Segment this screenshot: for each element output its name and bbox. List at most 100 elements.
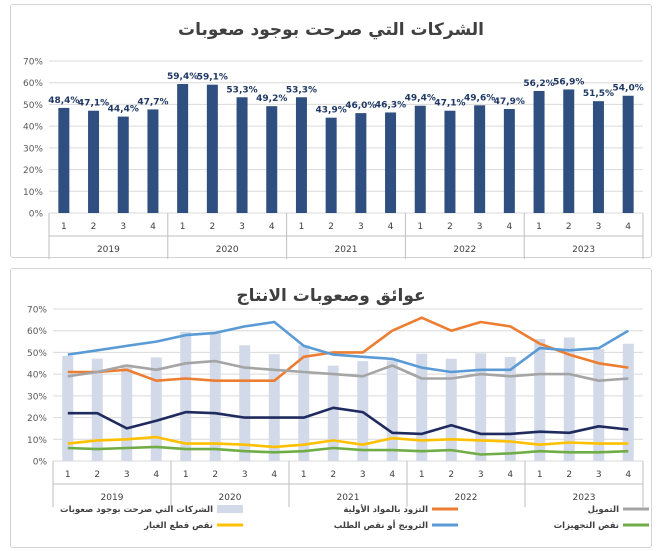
year-label: 2020: [219, 493, 242, 503]
data-label: 47,1%: [434, 99, 465, 109]
year-label: 2021: [335, 245, 358, 255]
line-chart: عوائق وصعوبات الانتاج 0% 10% 20% 30% 40% 50% 60…: [27, 286, 649, 531]
bar: [533, 90, 545, 213]
bar: [177, 84, 189, 213]
background-bar: [534, 338, 546, 461]
data-label: 53,3%: [226, 85, 257, 95]
series-line-5: [67, 406, 629, 436]
data-label: 46,0%: [345, 101, 376, 111]
background-bar: [91, 358, 103, 461]
y-tick-label: 40%: [23, 123, 43, 133]
bar: [88, 110, 100, 213]
legend-label: الترويج أو نقص الطلب: [334, 519, 428, 531]
quarter-label: 4: [388, 222, 394, 232]
bar: [295, 97, 307, 213]
data-label: 54,0%: [613, 84, 644, 94]
bar: [414, 105, 426, 213]
quarter-label: 3: [242, 470, 248, 480]
series-line-3: [67, 320, 629, 374]
series-line-0: [67, 316, 629, 382]
quarter-label: 1: [419, 470, 425, 480]
quarter-label: 4: [150, 222, 156, 232]
quarter-label: 3: [360, 470, 366, 480]
year-label: 2021: [337, 493, 360, 503]
background-bar: [445, 358, 457, 461]
bar: [325, 117, 337, 213]
chart-panel-production-obstacles: عوائق وصعوبات الانتاج 0% 10% 20% 30% 40% 50% 60…: [10, 268, 652, 548]
quarter-label: 3: [120, 222, 126, 232]
quarter-label: 4: [507, 470, 513, 480]
quarter-label: 1: [183, 470, 189, 480]
quarter-label: 3: [478, 470, 484, 480]
bar: [622, 95, 634, 213]
quarter-label: 3: [596, 470, 602, 480]
legend-label: نقص التجهيزات: [554, 521, 619, 531]
year-label: 2022: [453, 245, 476, 255]
data-label: 47,1%: [78, 99, 109, 109]
background-bar: [563, 337, 575, 461]
background-bar: [327, 365, 339, 461]
data-label: 46,3%: [375, 100, 406, 110]
background-bar: [504, 356, 516, 461]
y-tick-label: 50%: [27, 349, 47, 359]
series-line-4: [67, 445, 629, 456]
bar: [563, 89, 575, 213]
quarter-label: 4: [271, 470, 277, 480]
bar: [444, 110, 456, 213]
data-label: 49,4%: [405, 94, 436, 104]
legend-label: الشركات التي صرحت بوجود صعوبات: [60, 505, 213, 515]
background-bar: [268, 354, 280, 461]
data-label: 53,3%: [286, 85, 317, 95]
background-bar: [416, 353, 428, 461]
background-bar: [475, 353, 487, 461]
quarter-label: 2: [212, 470, 218, 480]
quarter-label: 2: [330, 470, 336, 480]
background-bar: [622, 343, 634, 461]
background-bar: [386, 360, 398, 461]
quarter-label: 4: [269, 222, 275, 232]
quarter-label: 3: [477, 222, 483, 232]
legend-marker: [217, 505, 243, 513]
background-bar: [180, 332, 192, 461]
y-tick-label: 50%: [23, 101, 43, 111]
year-label: 2019: [101, 493, 124, 503]
y-tick-label: 20%: [27, 414, 47, 424]
quarter-label: 2: [94, 470, 100, 480]
background-bar: [150, 357, 162, 461]
chart-panel-companies-with-difficulties: الشركات التي صرحت بوجود صعوبات 0% 10% 20% 30…: [10, 4, 652, 259]
series-line-2: [67, 435, 629, 449]
bar: [236, 97, 248, 213]
quarter-label: 1: [536, 222, 542, 232]
legend-label: التزود بالمواد الأولية: [343, 504, 428, 515]
quarter-label: 3: [596, 222, 602, 232]
data-label: 44,4%: [108, 105, 139, 115]
quarter-label: 1: [537, 470, 543, 480]
y-tick-label: 0%: [33, 458, 48, 468]
year-label: 2022: [455, 493, 478, 503]
quarter-label: 3: [358, 222, 364, 232]
quarter-label: 4: [389, 470, 395, 480]
background-bar: [593, 349, 605, 461]
bar: [206, 84, 218, 213]
y-tick-label: 30%: [23, 144, 43, 154]
chart-title: عوائق وصعوبات الانتاج: [236, 286, 425, 306]
bar: [266, 106, 278, 213]
data-label: 48,4%: [48, 96, 79, 106]
bar: [58, 107, 70, 213]
y-tick-label: 60%: [23, 79, 43, 89]
y-tick-label: 0%: [29, 210, 44, 220]
y-tick-label: 70%: [27, 306, 47, 316]
y-tick-label: 70%: [23, 58, 43, 68]
y-tick-label: 30%: [27, 392, 47, 402]
data-label: 43,9%: [316, 106, 347, 116]
quarter-label: 2: [91, 222, 97, 232]
bar: [355, 113, 367, 213]
quarter-label: 1: [61, 222, 67, 232]
year-label: 2019: [97, 245, 120, 255]
year-label: 2020: [216, 245, 239, 255]
y-tick-label: 10%: [27, 436, 47, 446]
background-bar: [298, 345, 310, 461]
quarter-label: 3: [124, 470, 130, 480]
bar-chart: الشركات التي صرحت بوجود صعوبات 0% 10% 20% 30…: [23, 20, 644, 259]
bar: [117, 116, 129, 213]
